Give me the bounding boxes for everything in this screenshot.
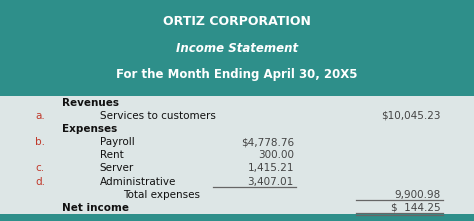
Text: 300.00: 300.00 bbox=[258, 150, 294, 160]
Text: Revenues: Revenues bbox=[62, 98, 118, 108]
Text: Server: Server bbox=[100, 163, 134, 173]
Text: d.: d. bbox=[35, 177, 46, 187]
Text: $10,045.23: $10,045.23 bbox=[381, 111, 441, 121]
Text: c.: c. bbox=[36, 163, 45, 173]
Text: Income Statement: Income Statement bbox=[176, 42, 298, 55]
Text: 3,407.01: 3,407.01 bbox=[247, 177, 294, 187]
Text: Net income: Net income bbox=[62, 203, 128, 213]
Text: Rent: Rent bbox=[100, 150, 123, 160]
Text: 1,415.21: 1,415.21 bbox=[247, 163, 294, 173]
Text: For the Month Ending April 30, 20X5: For the Month Ending April 30, 20X5 bbox=[116, 69, 358, 82]
Text: Administrative: Administrative bbox=[100, 177, 176, 187]
Text: Total expenses: Total expenses bbox=[123, 190, 200, 200]
Text: b.: b. bbox=[35, 137, 46, 147]
Text: Expenses: Expenses bbox=[62, 124, 117, 134]
Text: a.: a. bbox=[36, 111, 45, 121]
Text: $  144.25: $ 144.25 bbox=[391, 203, 441, 213]
Text: $4,778.76: $4,778.76 bbox=[241, 137, 294, 147]
Text: Payroll: Payroll bbox=[100, 137, 134, 147]
Text: 9,900.98: 9,900.98 bbox=[394, 190, 441, 200]
Text: ORTIZ CORPORATION: ORTIZ CORPORATION bbox=[163, 15, 311, 28]
Bar bbox=[0, 0, 474, 96]
Bar bbox=[0, 214, 474, 221]
Text: Services to customers: Services to customers bbox=[100, 111, 215, 121]
